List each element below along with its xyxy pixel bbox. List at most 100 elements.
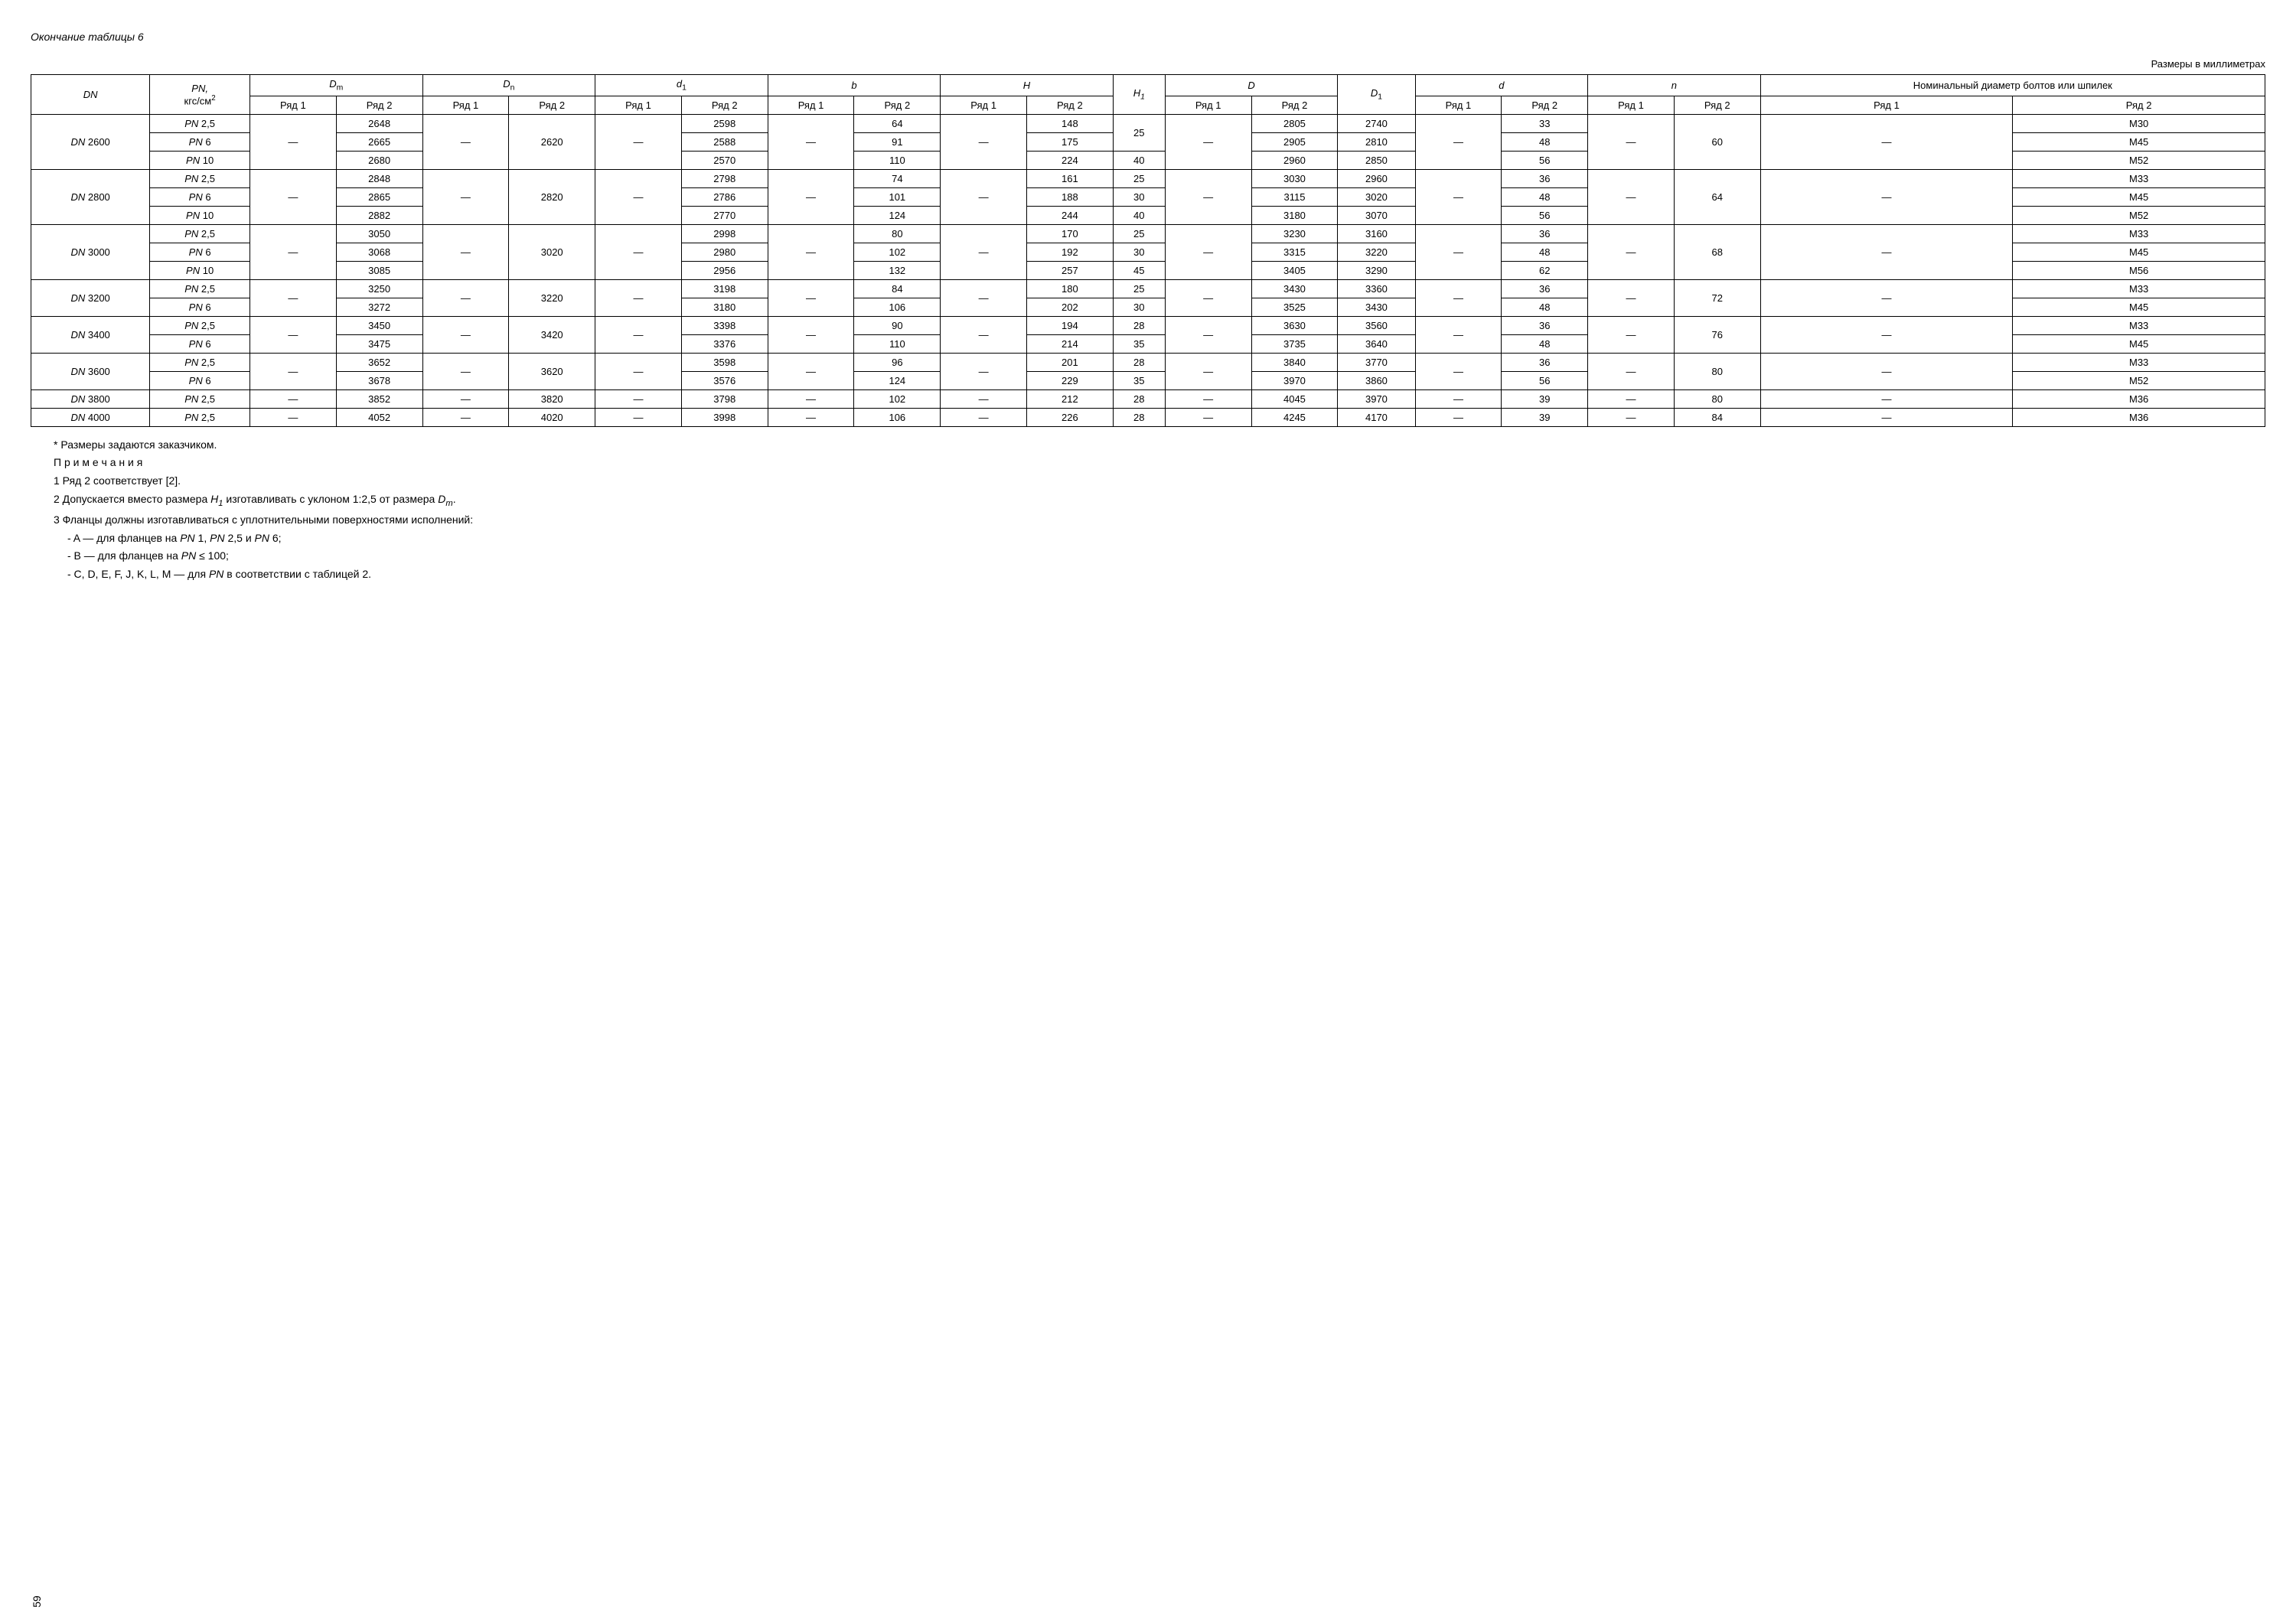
- d1-r2: 3180: [681, 298, 768, 316]
- Dn-r2: 3820: [509, 389, 595, 408]
- bolt-r2: M52: [2013, 206, 2265, 224]
- n-r2: 80: [1674, 389, 1760, 408]
- bolt-r2: M45: [2013, 298, 2265, 316]
- H-r2: 244: [1027, 206, 1114, 224]
- Dn-r2: 4020: [509, 408, 595, 426]
- d1-r2: 2980: [681, 243, 768, 261]
- D-r1: —: [1165, 408, 1251, 426]
- bolt-r1: —: [1760, 224, 2013, 279]
- Dn-r2: 2620: [509, 114, 595, 169]
- D-r2: 3030: [1251, 169, 1338, 187]
- d1-r1: —: [595, 114, 682, 169]
- pn-cell: PN 6: [150, 187, 250, 206]
- n-r1: —: [1588, 316, 1675, 353]
- Dm-r1: —: [249, 279, 336, 316]
- bolt-r2: M33: [2013, 279, 2265, 298]
- note-3a: - A — для фланцев на PN 1, PN 2,5 и PN 6…: [67, 530, 2265, 548]
- n-r2: 84: [1674, 408, 1760, 426]
- Dm-r1: —: [249, 114, 336, 169]
- d1-r2: 3376: [681, 334, 768, 353]
- D1-cell: 2810: [1338, 132, 1415, 151]
- b-r2: 132: [854, 261, 941, 279]
- table-row: DN 3000PN 2,5—3050—3020—2998—80—17025—32…: [31, 224, 2265, 243]
- D1-cell: 2960: [1338, 169, 1415, 187]
- b-r2: 80: [854, 224, 941, 243]
- pn-cell: PN 6: [150, 132, 250, 151]
- b-r2: 90: [854, 316, 941, 334]
- bolt-r1: —: [1760, 389, 2013, 408]
- units-label: Размеры в миллиметрах: [31, 58, 2265, 70]
- n-r2: 64: [1674, 169, 1760, 224]
- n-r2: 72: [1674, 279, 1760, 316]
- Dm-r2: 2665: [336, 132, 422, 151]
- b-r1: —: [768, 114, 854, 169]
- Dn-r1: —: [422, 169, 509, 224]
- Dm-r1: —: [249, 408, 336, 426]
- D-r2: 2905: [1251, 132, 1338, 151]
- pn-cell: PN 2,5: [150, 169, 250, 187]
- D1-cell: 2740: [1338, 114, 1415, 132]
- pn-cell: PN 2,5: [150, 316, 250, 334]
- b-r2: 124: [854, 206, 941, 224]
- col-Dn: Dn: [422, 75, 595, 96]
- D-r2: 3230: [1251, 224, 1338, 243]
- b-r2: 106: [854, 298, 941, 316]
- D1-cell: 3640: [1338, 334, 1415, 353]
- bolt-r2: M33: [2013, 353, 2265, 371]
- n-r1: —: [1588, 279, 1675, 316]
- col-H: H: [941, 75, 1114, 96]
- d-r1: —: [1415, 353, 1502, 389]
- Dm-r2: 2848: [336, 169, 422, 187]
- col-H-r1: Ряд 1: [941, 96, 1027, 114]
- d1-r2: 3576: [681, 371, 768, 389]
- d-r2: 48: [1502, 243, 1588, 261]
- bolt-r2: M45: [2013, 334, 2265, 353]
- col-bolt-r1: Ряд 1: [1760, 96, 2013, 114]
- col-bolt: Номинальный диаметр болтов или шпилек: [1760, 75, 2265, 96]
- n-r2: 60: [1674, 114, 1760, 169]
- table-row: DN 3800PN 2,5—3852—3820—3798—102—21228—4…: [31, 389, 2265, 408]
- Dn-r2: 3420: [509, 316, 595, 353]
- Dm-r2: 3852: [336, 389, 422, 408]
- D1-cell: 3020: [1338, 187, 1415, 206]
- table-row: DN 4000PN 2,5—4052—4020—3998—106—22628—4…: [31, 408, 2265, 426]
- H-r2: 175: [1027, 132, 1114, 151]
- H-r2: 229: [1027, 371, 1114, 389]
- H-r2: 194: [1027, 316, 1114, 334]
- Dm-r2: 3678: [336, 371, 422, 389]
- pn-cell: PN 6: [150, 334, 250, 353]
- d1-r2: 3198: [681, 279, 768, 298]
- Dm-r1: —: [249, 316, 336, 353]
- pn-cell: PN 2,5: [150, 353, 250, 371]
- pn-cell: PN 2,5: [150, 224, 250, 243]
- pn-cell: PN 6: [150, 243, 250, 261]
- b-r1: —: [768, 279, 854, 316]
- d1-r2: 3398: [681, 316, 768, 334]
- H-r2: 148: [1027, 114, 1114, 132]
- col-b-r1: Ряд 1: [768, 96, 854, 114]
- H1-cell: 30: [1113, 243, 1165, 261]
- Dm-r1: —: [249, 169, 336, 224]
- b-r2: 74: [854, 169, 941, 187]
- d-r2: 39: [1502, 389, 1588, 408]
- bolt-r2: M36: [2013, 389, 2265, 408]
- D-r1: —: [1165, 316, 1251, 353]
- d1-r2: 2770: [681, 206, 768, 224]
- Dm-r2: 3475: [336, 334, 422, 353]
- Dm-r2: 4052: [336, 408, 422, 426]
- d-r2: 56: [1502, 206, 1588, 224]
- d1-r2: 2588: [681, 132, 768, 151]
- Dm-r2: 3050: [336, 224, 422, 243]
- D-r2: 3405: [1251, 261, 1338, 279]
- page-number: 59: [31, 1595, 43, 1608]
- H-r1: —: [941, 389, 1027, 408]
- d1-r2: 2786: [681, 187, 768, 206]
- D-r2: 3430: [1251, 279, 1338, 298]
- Dm-r2: 2865: [336, 187, 422, 206]
- dn-cell: DN 2600: [31, 114, 150, 169]
- col-b: b: [768, 75, 941, 96]
- b-r2: 102: [854, 389, 941, 408]
- H-r2: 257: [1027, 261, 1114, 279]
- b-r1: —: [768, 316, 854, 353]
- D1-cell: 3290: [1338, 261, 1415, 279]
